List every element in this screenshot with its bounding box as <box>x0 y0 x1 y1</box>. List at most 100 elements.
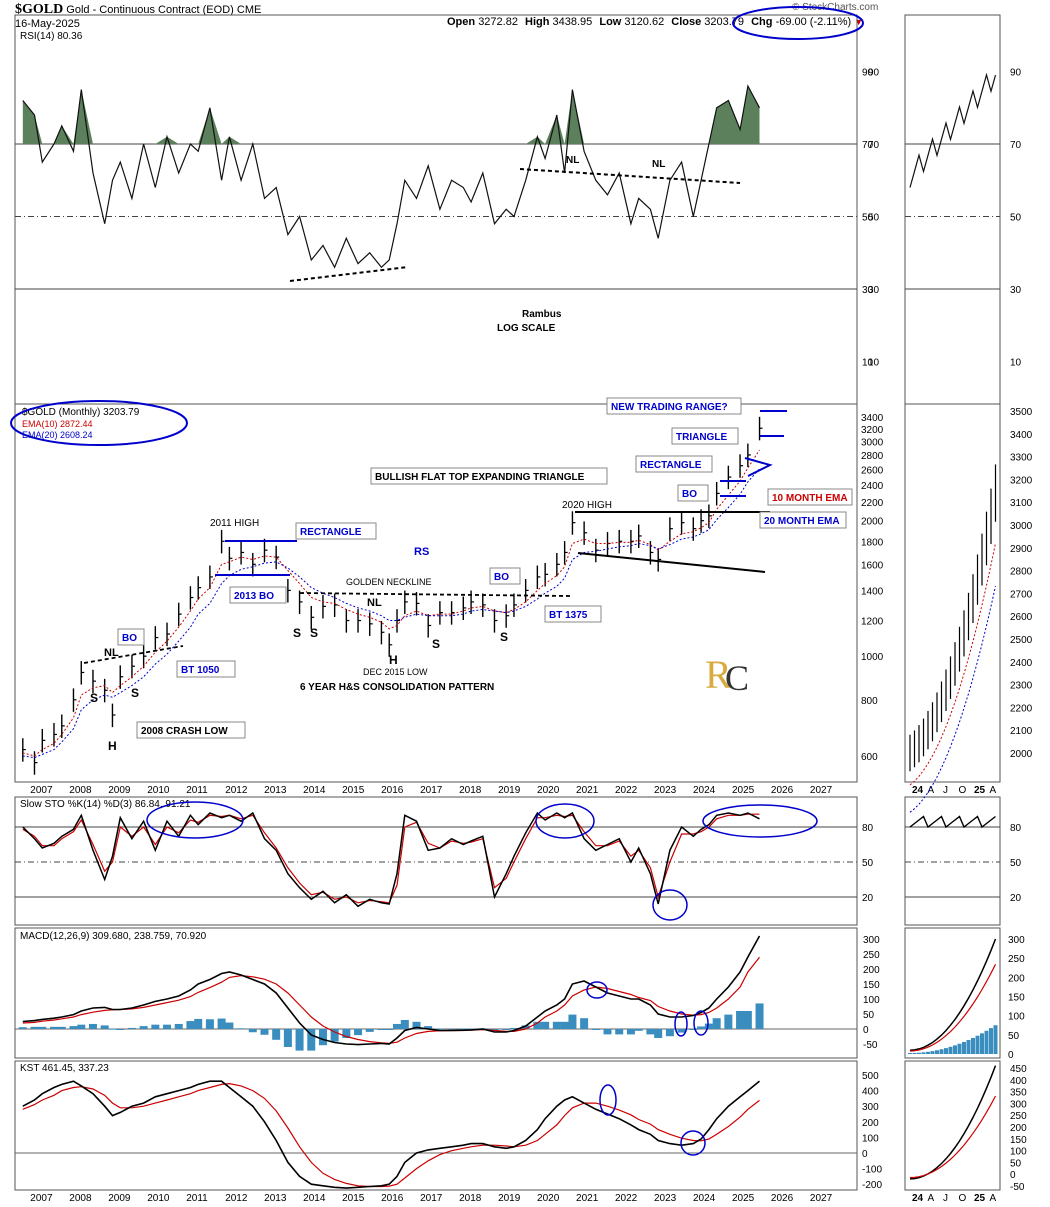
inset-macd-histogram-bar <box>935 1050 939 1054</box>
label-2013-bo: 2013 BO <box>234 591 274 602</box>
chg-value: -69.00 (-2.11%) <box>775 16 852 28</box>
price-x-tick: 2007 <box>30 785 53 796</box>
price-tick-label: 1000 <box>861 652 884 663</box>
macd-histogram-bar <box>307 1029 316 1051</box>
kst-title: KST 461.45, 337.23 <box>20 1063 109 1074</box>
kst-x-tick: 2020 <box>537 1193 560 1204</box>
macd-histogram-bar <box>459 1028 468 1030</box>
macd-line <box>22 935 761 1046</box>
macd-histogram-bar <box>318 1029 327 1046</box>
inset-kst-tick: -50 <box>1010 1182 1025 1193</box>
macd-histogram-bar <box>533 1021 542 1029</box>
macd-histogram-bar <box>194 1018 203 1029</box>
inset-ema10-line <box>909 543 996 786</box>
macd-histogram-bar <box>626 1029 635 1035</box>
kst-x-tick: 2016 <box>381 1193 404 1204</box>
kst-x-tick: 2007 <box>30 1193 53 1204</box>
macd-histogram-bar <box>743 1011 752 1029</box>
source-credit: © StockCharts.com <box>792 2 879 13</box>
sto-tick-label: 20 <box>862 893 874 904</box>
inset-macd-histogram-bar <box>975 1035 980 1054</box>
macd-histogram-bar <box>100 1025 109 1029</box>
macd-histogram-bar <box>57 1026 66 1029</box>
macd-histogram-bar <box>377 1029 386 1030</box>
macd-histogram-bar <box>205 1019 214 1029</box>
kst-tick-label: -100 <box>862 1165 882 1176</box>
high-label: High <box>525 16 550 28</box>
macd-histogram-bar <box>541 1021 550 1029</box>
macd-tick-label: 50 <box>863 1010 875 1021</box>
rsi-panel-frame <box>14 14 858 405</box>
label-s: S <box>310 626 318 640</box>
macd-histogram-bar <box>38 1026 47 1029</box>
sto-title: Slow STO %K(14) %D(3) 86.84, 91.21 <box>20 799 191 810</box>
macd-histogram-bar <box>634 1029 643 1031</box>
inset-rsi-line <box>909 72 997 188</box>
macd-histogram-bar <box>615 1029 624 1035</box>
inset-macd-histogram-bar <box>926 1051 930 1054</box>
open-label: Open <box>447 16 476 28</box>
kst-x-tick: 2022 <box>615 1193 638 1204</box>
triangle-shape <box>744 457 773 477</box>
sto-k-line <box>22 811 760 908</box>
rsi-trendline-low <box>289 266 409 282</box>
stochastic-panel-frame <box>14 796 858 926</box>
kst-x-tick: 2025 <box>732 1193 755 1204</box>
kst-x-tick: 2021 <box>576 1193 599 1204</box>
label-s: S <box>131 686 139 700</box>
instrument-name: Gold - Continuous Contract (EOD) <box>66 4 234 16</box>
kst-x-tick: 2013 <box>264 1193 287 1204</box>
macd-histogram-bar <box>412 1021 421 1029</box>
macd-panel-frame <box>14 927 858 1059</box>
kst-signal-line <box>22 1082 760 1188</box>
expanding-lower-line <box>577 552 766 573</box>
price-x-tick: 2008 <box>69 785 92 796</box>
inset-macd-panel-frame <box>904 927 1001 1059</box>
sto-ellipse <box>146 801 244 839</box>
label-bo-2019-box <box>489 567 521 585</box>
label-2008-crash-low-box <box>136 721 246 739</box>
macd-ellipse <box>674 1011 688 1037</box>
inset-price-tick: 2800 <box>1010 567 1033 578</box>
price-tick-label: 1800 <box>861 537 884 548</box>
inset-price-tick: 2600 <box>1010 612 1033 623</box>
chg-highlight-ellipse <box>732 6 864 40</box>
inset-rsi-tick: 50 <box>1010 213 1022 224</box>
inset-kst-tick: 150 <box>1010 1135 1027 1146</box>
inset-x-tick: A <box>928 785 935 796</box>
inset-macd-histogram-bar <box>917 1052 921 1054</box>
price-x-tick: 2023 <box>654 785 677 796</box>
label-nl-2008: NL <box>104 647 119 659</box>
inset-kst-tick: 50 <box>1010 1158 1022 1169</box>
macd-histogram-bar <box>435 1028 444 1030</box>
price-tick-label: 3000 <box>861 437 884 448</box>
macd-tick-label: 200 <box>863 965 880 976</box>
inset-x-tick: 24 <box>912 1193 924 1204</box>
inset-price-tick: 3300 <box>1010 453 1033 464</box>
kst-tick-label: 500 <box>862 1071 879 1082</box>
macd-histogram-bar <box>736 1011 745 1029</box>
kst-tick-label: -200 <box>862 1180 882 1191</box>
macd-title: MACD(12,26,9) 309.680, 238.759, 70.920 <box>20 931 207 942</box>
macd-histogram-bar <box>689 1029 698 1030</box>
macd-tick-label: 0 <box>863 1025 869 1036</box>
label-bo-2009: BO <box>122 633 137 644</box>
golden-neckline <box>299 592 571 597</box>
low-label: Low <box>599 16 622 28</box>
price-tick-label: 2400 <box>861 481 884 492</box>
inset-macd-histogram-bar <box>966 1040 971 1054</box>
price-x-tick: 2010 <box>147 785 170 796</box>
inset-macd-histogram-bar <box>993 1025 998 1054</box>
label-flat-top-triangle: BULLISH FLAT TOP EXPANDING TRIANGLE <box>375 472 585 483</box>
macd-histogram-bar <box>163 1024 172 1029</box>
macd-ellipse <box>693 1010 709 1036</box>
inset-kst-line <box>909 1065 997 1180</box>
macd-histogram-bar <box>560 1021 569 1029</box>
label-s: S <box>293 626 301 640</box>
macd-histogram-bar <box>69 1026 78 1029</box>
rsi-annotation: NL <box>566 155 579 166</box>
macd-histogram-bar <box>116 1029 125 1030</box>
rsi-axis-label: 10 <box>868 358 880 369</box>
macd-tick-label: 300 <box>863 935 880 946</box>
